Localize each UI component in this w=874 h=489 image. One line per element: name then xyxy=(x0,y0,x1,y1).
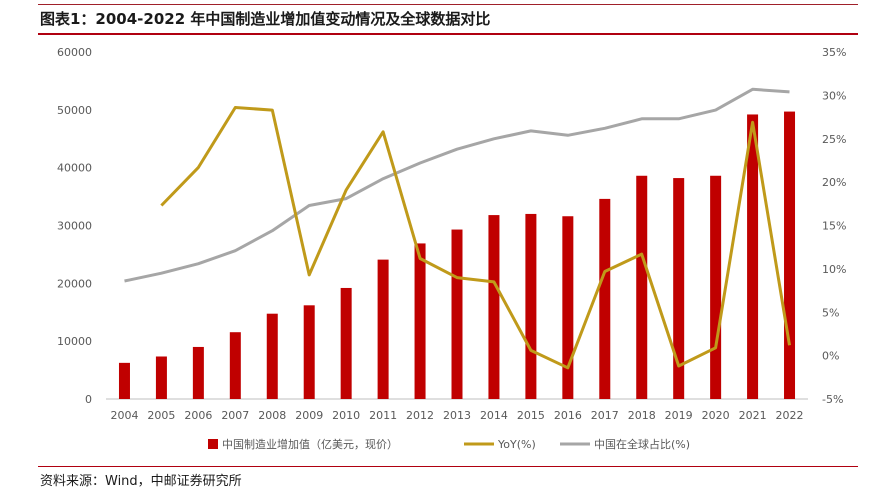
bar xyxy=(451,229,463,399)
yoy-line xyxy=(160,106,791,370)
x-tick-label: 2019 xyxy=(665,409,693,422)
bar xyxy=(599,198,611,399)
x-tick-label: 2021 xyxy=(739,409,767,422)
bar xyxy=(229,332,241,399)
x-tick-label: 2013 xyxy=(443,409,471,422)
bar xyxy=(340,287,352,399)
x-tick-label: 2005 xyxy=(147,409,175,422)
legend-label-bar: 中国制造业增加值（亿美元，现价） xyxy=(222,437,398,451)
x-tick-label: 2017 xyxy=(591,409,619,422)
x-tick-label: 2011 xyxy=(369,409,397,422)
y-right-tick-label: 0% xyxy=(822,350,839,363)
x-tick-label: 2012 xyxy=(406,409,434,422)
y-left-tick-label: 60000 xyxy=(57,46,92,59)
legend-swatch-bar xyxy=(208,439,218,449)
chart-title: 图表1：2004-2022 年中国制造业增加值变动情况及全球数据对比 xyxy=(40,10,491,28)
combo-chart: 0 10000 20000 30000 40000 50000 60000 -5% 0% 5% 10… xyxy=(57,46,846,451)
y-left-tick-label: 20000 xyxy=(57,277,92,290)
x-tick-label: 2006 xyxy=(184,409,212,422)
y-right-tick-label: 10% xyxy=(822,263,846,276)
bar xyxy=(784,111,796,400)
y-left-tick-label: 0 xyxy=(85,393,92,406)
x-tick-label: 2022 xyxy=(776,409,804,422)
bottom-rule xyxy=(38,466,858,467)
bar xyxy=(155,356,167,399)
x-tick-label: 2010 xyxy=(332,409,360,422)
y-left-tick-label: 30000 xyxy=(57,220,92,233)
bar xyxy=(377,259,389,399)
y-left-tick-label: 10000 xyxy=(57,335,92,348)
y-right-tick-label: -5% xyxy=(822,393,843,406)
x-tick-label: 2016 xyxy=(554,409,582,422)
bar xyxy=(303,305,315,399)
bar xyxy=(488,215,500,399)
bar xyxy=(747,114,759,400)
bar xyxy=(414,243,426,399)
x-tick-label: 2015 xyxy=(517,409,545,422)
x-tick-label: 2020 xyxy=(702,409,730,422)
x-tick-label: 2008 xyxy=(258,409,286,422)
bar xyxy=(562,216,574,399)
source-note: 资料来源：Wind，中邮证券研究所 xyxy=(40,474,242,489)
bar xyxy=(118,362,130,399)
bar xyxy=(673,178,685,399)
bar xyxy=(266,313,278,399)
bar xyxy=(636,175,648,399)
y-right-tick-label: 20% xyxy=(822,176,846,189)
bar xyxy=(525,213,537,399)
y-right-tick-label: 15% xyxy=(822,220,846,233)
x-tick-label: 2004 xyxy=(110,409,138,422)
bar xyxy=(192,346,204,399)
y-right-tick-label: 5% xyxy=(822,306,839,319)
x-tick-label: 2014 xyxy=(480,409,508,422)
legend-label-yoy: YoY(%) xyxy=(497,438,536,451)
y-right-tick-label: 30% xyxy=(822,89,846,102)
x-tick-label: 2007 xyxy=(221,409,249,422)
y-right-tick-label: 25% xyxy=(822,133,846,146)
x-tick-label: 2009 xyxy=(295,409,323,422)
y-right-tick-label: 35% xyxy=(822,46,846,59)
y-left-tick-label: 50000 xyxy=(57,104,92,117)
share-line xyxy=(124,87,790,283)
x-tick-label: 2018 xyxy=(628,409,656,422)
bar xyxy=(710,175,722,399)
y-left-tick-label: 40000 xyxy=(57,162,92,175)
title-rule xyxy=(38,33,858,35)
legend-label-share: 中国在全球占比(%) xyxy=(594,437,690,451)
top-rule xyxy=(38,4,858,5)
